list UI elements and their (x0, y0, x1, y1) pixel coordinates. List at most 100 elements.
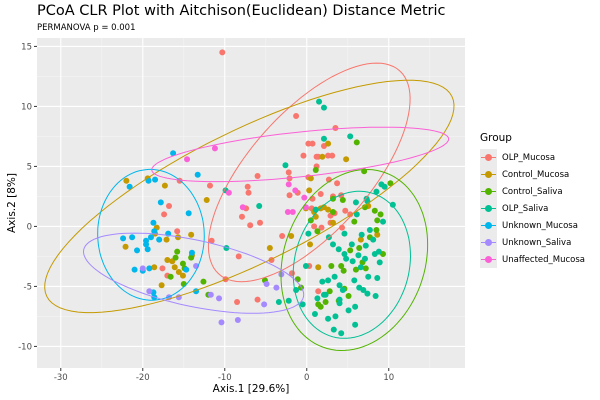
data-point (288, 233, 295, 239)
data-point (347, 247, 354, 254)
data-point (347, 133, 354, 140)
data-point (129, 234, 136, 241)
data-point (341, 251, 348, 257)
data-point (279, 233, 286, 239)
data-point (292, 187, 299, 194)
data-point (325, 152, 332, 159)
data-point (161, 182, 168, 189)
data-point (305, 140, 312, 147)
data-point (371, 207, 378, 214)
data-point (380, 218, 387, 225)
data-point (261, 301, 268, 308)
x-axis-ticks: -30 -20 -10 0 10 (54, 368, 394, 383)
data-point (319, 278, 326, 285)
y-tick-label: 10 (21, 102, 32, 112)
ellipse-control-saliva (280, 168, 429, 352)
data-point (336, 300, 343, 307)
data-point (362, 242, 369, 249)
data-point (315, 288, 322, 295)
data-point (373, 188, 380, 195)
data-point (158, 282, 165, 289)
data-point (150, 219, 157, 226)
data-point (343, 255, 350, 262)
x-tick-label: -30 (54, 373, 68, 383)
x-tick-label: 10 (383, 373, 394, 383)
data-point (322, 291, 329, 298)
legend-label: Control_Saliva (502, 186, 563, 197)
data-point (358, 231, 365, 238)
data-point (285, 181, 292, 188)
data-point (351, 218, 358, 225)
data-point (316, 98, 323, 105)
data-point (312, 213, 319, 220)
data-point (179, 272, 186, 279)
data-point (299, 301, 306, 308)
x-axis-title: Axis.1 [29.6%] (213, 383, 290, 395)
data-point (330, 326, 337, 333)
chart-subtitle: PERMANOVA p = 0.001 (37, 23, 136, 33)
data-point (185, 210, 192, 217)
data-point (370, 236, 377, 243)
data-point (170, 150, 177, 157)
data-point (360, 287, 367, 293)
data-point (200, 278, 207, 285)
data-point (151, 228, 158, 235)
data-point (351, 277, 358, 284)
data-point (219, 49, 226, 56)
data-point (312, 167, 319, 173)
legend-key-icon (480, 200, 497, 217)
data-point (339, 287, 346, 293)
data-point (363, 195, 370, 202)
data-point (145, 177, 152, 184)
data-point (208, 237, 215, 244)
y-tick-label: 15 (21, 42, 32, 52)
data-point (257, 219, 264, 226)
data-point (375, 248, 382, 255)
confidence-ellipses (44, 62, 455, 352)
ellipse-unknown-saliva (82, 232, 305, 314)
data-point (349, 258, 356, 265)
data-point (366, 227, 373, 233)
data-point (314, 228, 321, 235)
y-axis-ticks: 15 10 5 0 -5 -10 (18, 42, 37, 352)
data-point (273, 284, 280, 291)
data-point (334, 180, 341, 187)
data-point (387, 180, 394, 187)
data-point (300, 152, 307, 159)
legend-key-icon (480, 217, 497, 234)
data-point (247, 222, 254, 229)
data-point (374, 231, 381, 238)
legend-key-icon (480, 149, 497, 166)
data-point (325, 140, 332, 147)
legend-label: Unknown_Saliva (502, 237, 572, 248)
legend-key-icon (480, 166, 497, 183)
data-point (207, 291, 214, 298)
x-tick-label: -10 (218, 373, 232, 383)
data-point (328, 263, 335, 269)
data-point (348, 241, 355, 248)
legend: Group OLP_Mucosa Control_Mucosa Control_Sa… (480, 132, 585, 268)
data-point (139, 265, 146, 272)
x-tick-label: 0 (304, 373, 309, 383)
data-point (254, 296, 261, 303)
data-point (329, 209, 336, 215)
data-point (373, 227, 380, 233)
data-point (134, 247, 141, 254)
ellipse-control-mucosa (44, 79, 455, 314)
data-point (161, 211, 168, 218)
data-point (131, 266, 138, 273)
data-point (180, 281, 187, 287)
data-point (302, 263, 309, 269)
data-point (362, 265, 369, 272)
data-point (320, 135, 327, 142)
data-point (325, 315, 332, 322)
data-point (312, 206, 319, 213)
data-point (284, 209, 291, 215)
data-point (216, 295, 223, 302)
data-point (389, 201, 396, 208)
legend-items: OLP_Mucosa Control_Mucosa Control_Saliva OL… (480, 149, 585, 268)
legend-key-icon (480, 251, 497, 268)
data-point (339, 197, 346, 203)
data-point (144, 246, 151, 253)
